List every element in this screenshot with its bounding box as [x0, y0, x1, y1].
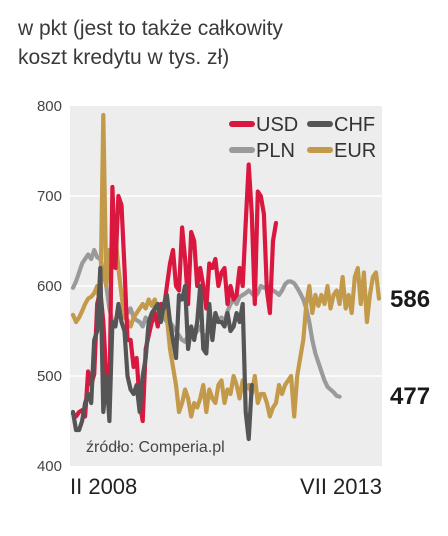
y-tick-label: 600	[37, 278, 62, 295]
legend-label-pln: PLN	[256, 140, 295, 162]
y-tick-label: 700	[37, 188, 62, 205]
x-end-label: VII 2013	[300, 474, 382, 499]
chart-subtitle: w pkt (jest to także całkowity koszt kre…	[18, 17, 283, 69]
y-axis-ticks: 400 500 600 700 800	[37, 98, 62, 475]
x-start-label: II 2008	[70, 474, 137, 499]
legend-label-chf: CHF	[334, 114, 375, 136]
y-tick-label: 800	[37, 98, 62, 115]
series-lines	[70, 112, 382, 442]
y-tick-label: 400	[37, 458, 62, 475]
end-label-eur: 586	[390, 286, 430, 313]
y-tick-label: 500	[37, 368, 62, 385]
series-line-chf	[70, 265, 254, 442]
legend-label-usd: USD	[256, 114, 298, 136]
legend: USD CHF PLN EUR	[229, 114, 376, 162]
end-label-pln: 477	[390, 383, 430, 410]
series-line-eur	[70, 112, 382, 419]
legend-label-eur: EUR	[334, 140, 376, 162]
source-text: źródło: Comperia.pl	[86, 439, 225, 456]
